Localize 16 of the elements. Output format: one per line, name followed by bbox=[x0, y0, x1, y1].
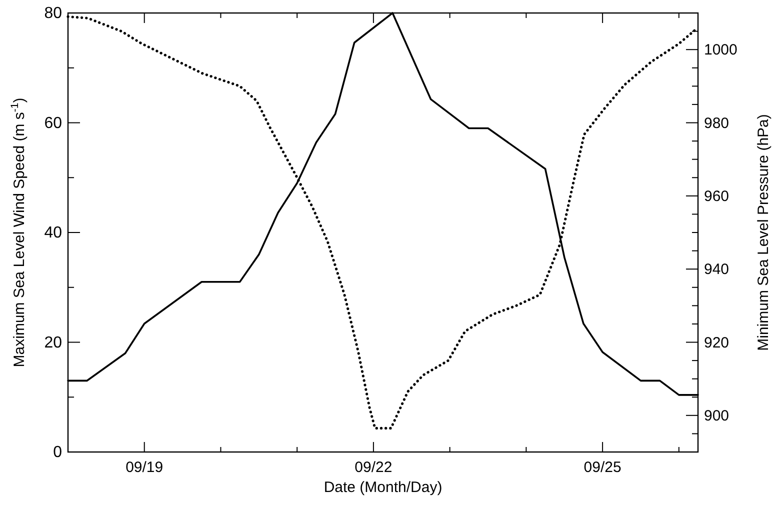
y2-tick-label: 900 bbox=[704, 407, 730, 424]
y-tick-label: 60 bbox=[44, 114, 62, 132]
y-tick-label: 40 bbox=[44, 224, 62, 242]
y2-tick-label: 940 bbox=[704, 261, 730, 278]
y2-tick-label: 920 bbox=[704, 334, 730, 352]
x-tick-label: 09/25 bbox=[584, 459, 622, 476]
y2-tick-label: 980 bbox=[704, 114, 730, 132]
x-tick-label: 09/19 bbox=[126, 459, 164, 476]
y2-tick-label: 1000 bbox=[704, 42, 738, 59]
y2-tick-label: 960 bbox=[704, 188, 730, 205]
x-axis-title: Date (Month/Day) bbox=[324, 479, 442, 496]
y-tick-label: 0 bbox=[53, 444, 62, 461]
y-tick-label: 20 bbox=[44, 334, 62, 352]
y2-axis-title: Minimum Sea Level Pressure (hPa) bbox=[755, 114, 772, 351]
x-tick-label: 09/22 bbox=[354, 459, 392, 476]
y-tick-label: 80 bbox=[44, 5, 62, 22]
